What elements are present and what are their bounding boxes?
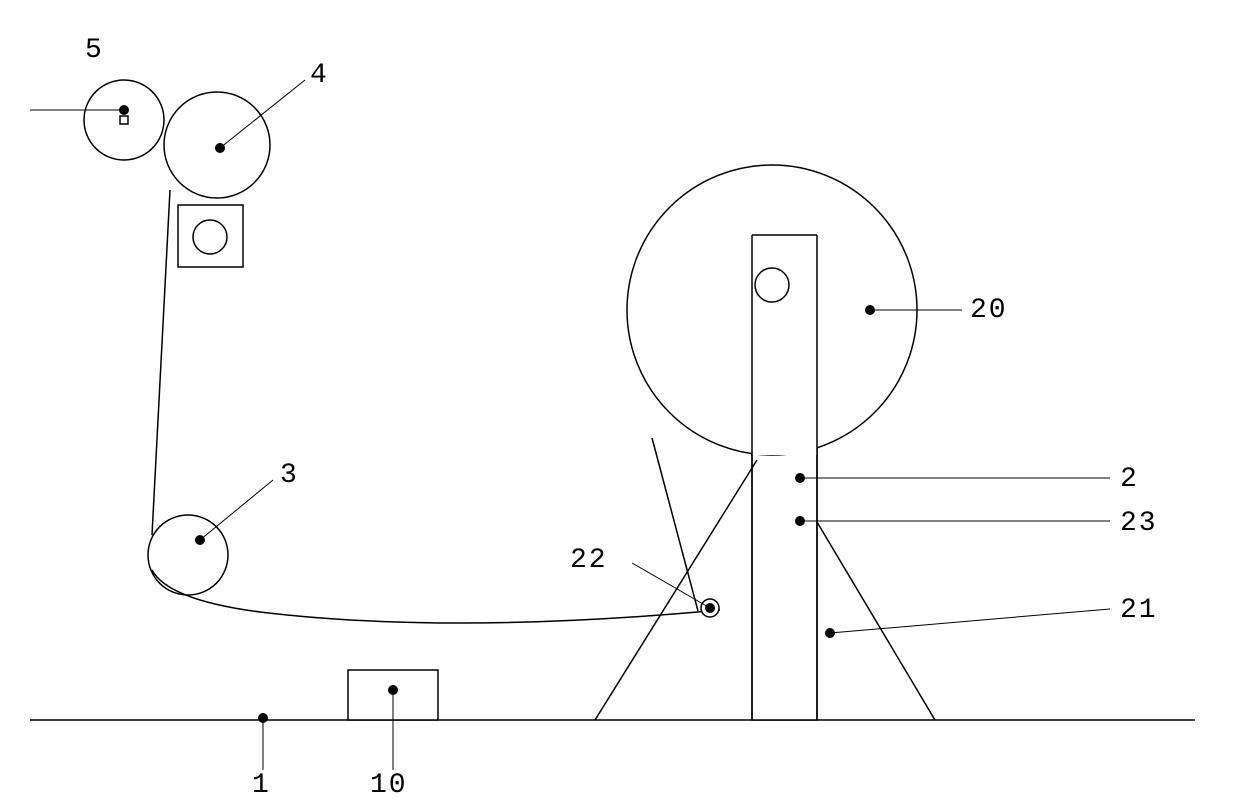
label-4: 4 (310, 60, 329, 91)
belt-vertical (152, 190, 170, 535)
belt-up-to-20 (652, 438, 698, 611)
label-23: 23 (1120, 508, 1158, 539)
belt-bottom (152, 570, 720, 623)
label-1: 1 (252, 770, 271, 801)
diagram-canvas (0, 0, 1240, 799)
label-5: 5 (85, 35, 104, 66)
label-10: 10 (370, 770, 408, 801)
brace-right-21 (817, 522, 935, 720)
label-3: 3 (280, 460, 299, 491)
brace-left (595, 460, 757, 720)
label-2: 2 (1120, 464, 1139, 495)
wheel-5 (84, 80, 164, 160)
box-below-4 (178, 205, 243, 267)
label-21: 21 (1120, 595, 1158, 626)
label-20: 20 (970, 295, 1008, 326)
label-22: 22 (570, 545, 608, 576)
